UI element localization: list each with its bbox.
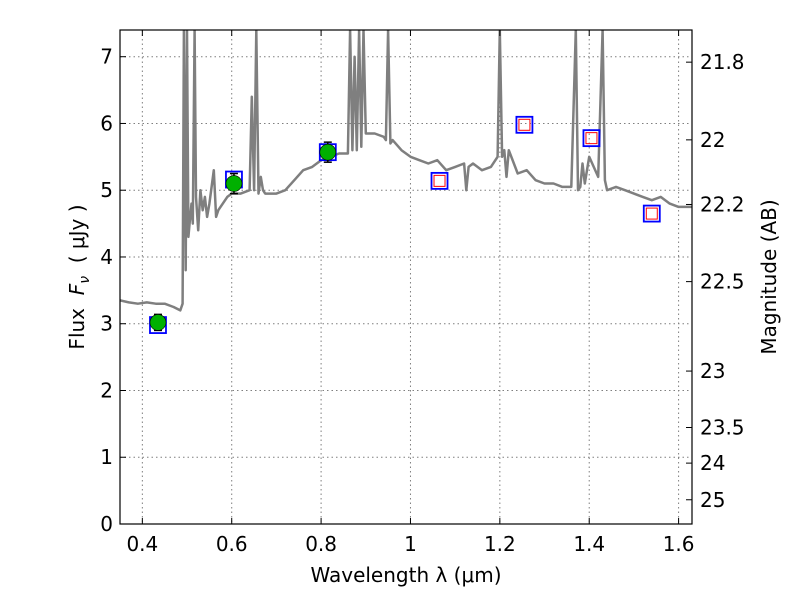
- y-tick-label: 5: [100, 178, 113, 202]
- observed-flux-point: [225, 175, 243, 192]
- x-tick-label: 0.8: [305, 532, 337, 556]
- model-flux-square: [430, 171, 449, 190]
- magnitude-tick-label: 22.2: [700, 192, 745, 216]
- upper-limit-square: [433, 174, 446, 187]
- observed-flux-point: [149, 314, 167, 331]
- upper-limit-square: [645, 207, 658, 220]
- x-axis-label: Wavelength λ (μm): [310, 563, 501, 587]
- plot-background: [120, 30, 692, 524]
- observed-flux-point: [319, 143, 337, 161]
- model-flux-square: [515, 115, 534, 134]
- y-axis-label: Flux Fν ( μJy ): [65, 204, 93, 349]
- plot-frame: [119, 29, 693, 525]
- x-axis: 0.4 0.6 0.8 1 1.2 1.4 1.6: [126, 30, 695, 556]
- magnitude-tick-label: 22: [700, 128, 725, 152]
- y-tick-label: 6: [100, 111, 113, 135]
- x-tick-label: 1.4: [573, 532, 605, 556]
- magnitude-tick-label: 22.5: [700, 270, 745, 294]
- magnitude-axis: 21.8 22 22.2 22.5 23 23.5 24 25: [686, 50, 745, 512]
- y-axis-label-prefix: Flux: [65, 295, 89, 349]
- y-axis-label-subscript: ν: [77, 276, 93, 284]
- x-tick-label: 1.2: [484, 532, 516, 556]
- x-tick-label: 1.6: [663, 532, 695, 556]
- x-tick-label: 0.6: [216, 532, 248, 556]
- spectrum-line: [120, 30, 692, 312]
- y-tick-label: 0: [100, 512, 113, 536]
- magnitude-tick-label: 24: [700, 451, 725, 475]
- y-tick-label: 2: [100, 378, 113, 402]
- upper-limit-square: [585, 132, 598, 145]
- model-flux-square: [642, 204, 661, 223]
- y-tick-label: 1: [100, 445, 113, 469]
- magnitude-axis-label: Magnitude (AB): [757, 199, 781, 354]
- x-tick-label: 0.4: [126, 532, 158, 556]
- x-tick-label: 1: [404, 532, 417, 556]
- magnitude-tick-label: 25: [700, 488, 725, 512]
- y-axis-label-symbol: F: [65, 283, 89, 295]
- magnitude-tick-label: 21.8: [700, 50, 745, 74]
- y-tick-label: 7: [100, 45, 113, 69]
- y-axis: 0 1 2 3 4 5 6 7: [100, 45, 126, 536]
- y-tick-label: 3: [100, 312, 113, 336]
- upper-limit-square: [518, 118, 531, 131]
- y-axis-label-suffix: ( μJy ): [65, 204, 89, 276]
- y-tick-label: 4: [100, 245, 113, 269]
- model-flux-square: [582, 129, 601, 148]
- magnitude-tick-label: 23.5: [700, 416, 745, 440]
- plot-area: [120, 30, 692, 334]
- magnitude-tick-label: 23: [700, 359, 725, 383]
